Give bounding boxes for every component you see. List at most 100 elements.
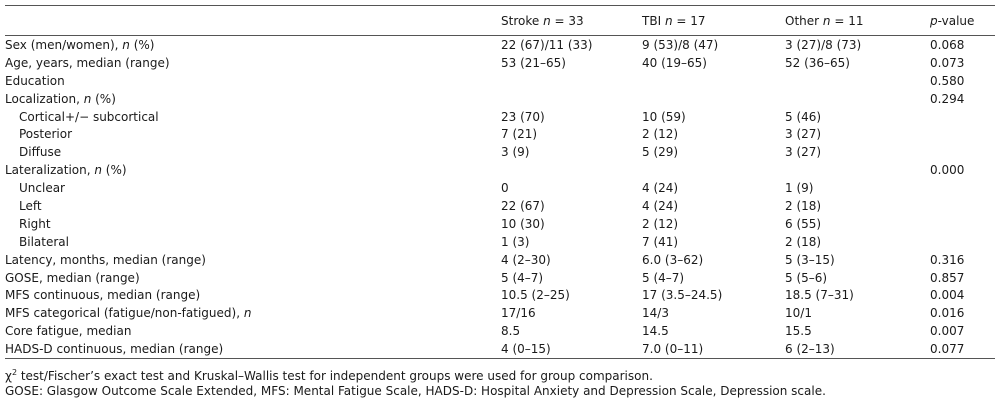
row-label-italic: n	[122, 37, 130, 52]
cell-p-value: 0.857	[930, 270, 965, 285]
header-p-rest: -value	[937, 13, 975, 28]
cell-tbi: 14.5	[642, 324, 669, 339]
table-row: GOSE, median (range) 5 (4–7) 5 (4–7) 5 (5–6…	[5, 269, 995, 287]
cell-p-value	[930, 143, 995, 161]
header-tbi-n: n	[664, 13, 673, 28]
cell-stroke	[501, 72, 642, 90]
row-label: Lateralization, n (%)	[5, 161, 501, 179]
header-other-n: n	[822, 13, 831, 28]
table-row: Right 10 (30) 2 (12) 6 (55)	[5, 215, 995, 233]
cell-p-value: 0.077	[930, 342, 965, 357]
header-other-value: = 11	[830, 13, 864, 28]
table-row: Sex (men/women), n (%) 22 (67)/11 (33) 9 (…	[5, 36, 995, 54]
row-label-text: Cortical+/− subcortical	[19, 109, 159, 124]
cell-tbi: 17 (3.5–24.5)	[642, 288, 723, 303]
cell-other: 2 (18)	[785, 234, 822, 249]
characteristics-table: Stroke n = 33 TBI n = 17 Other n = 11 p-…	[5, 5, 995, 359]
cell-stroke: 4 (2–30)	[501, 252, 551, 267]
header-cell-label	[5, 6, 501, 36]
cell-tbi: 4 (24)	[642, 181, 679, 196]
cell-p-value: 0.000	[930, 163, 965, 178]
row-label-text: Localization,	[5, 91, 84, 106]
row-label: Cortical+/− subcortical	[5, 108, 501, 126]
cell-p-value: 0.316	[930, 252, 965, 267]
cell-tbi: 6.0 (3–62)	[642, 252, 704, 267]
row-label: Unclear	[5, 179, 501, 197]
cell-p-value	[930, 179, 995, 197]
row-label-text: Diffuse	[19, 145, 62, 160]
cell-stroke	[501, 161, 642, 179]
cell-tbi	[642, 161, 785, 179]
chi-symbol: χ	[5, 369, 12, 383]
header-cell-stroke: Stroke n = 33	[501, 6, 642, 36]
table-row: Posterior 7 (21) 2 (12) 3 (27)	[5, 125, 995, 143]
table-container: Stroke n = 33 TBI n = 17 Other n = 11 p-…	[5, 5, 995, 359]
table-body: Sex (men/women), n (%) 22 (67)/11 (33) 9 (…	[5, 36, 995, 359]
cell-p-value: 0.016	[930, 306, 965, 321]
cell-p-value	[930, 215, 995, 233]
footnote-statistics: χ2 test/Fischer’s exact test and Kruskal…	[5, 369, 995, 384]
header-tbi-value: = 17	[672, 13, 706, 28]
cell-p-value	[930, 197, 995, 215]
cell-stroke: 22 (67)	[501, 198, 545, 213]
header-stroke-label: Stroke	[501, 13, 540, 28]
row-label-text: Lateralization,	[5, 163, 95, 178]
footnote-statistics-text: test/Fischer’s exact test and Kruskal–Wa…	[17, 369, 653, 383]
row-label: Sex (men/women), n (%)	[5, 36, 501, 54]
row-label-tail: (%)	[101, 163, 127, 178]
cell-stroke: 1 (3)	[501, 234, 530, 249]
cell-other: 3 (27)	[785, 127, 822, 142]
header-p-italic: p	[930, 13, 938, 28]
cell-stroke: 7 (21)	[501, 127, 538, 142]
cell-tbi: 9 (53)/8 (47)	[642, 37, 719, 52]
cell-tbi: 4 (24)	[642, 198, 679, 213]
cell-stroke: 23 (70)	[501, 109, 545, 124]
cell-other: 3 (27)	[785, 145, 822, 160]
header-cell-p-value: p-value	[930, 6, 995, 36]
row-label: HADS-D continuous, median (range)	[5, 340, 501, 358]
table-row: Core fatigue, median 8.5 14.5 15.5 0.007	[5, 322, 995, 340]
cell-p-value: 0.073	[930, 55, 965, 70]
cell-other: 5 (5–6)	[785, 270, 828, 285]
cell-other: 15.5	[785, 324, 812, 339]
cell-other	[785, 161, 930, 179]
cell-other: 18.5 (7–31)	[785, 288, 854, 303]
cell-stroke: 0	[501, 181, 509, 196]
cell-tbi: 2 (12)	[642, 127, 679, 142]
header-stroke-value: = 33	[550, 13, 584, 28]
table-row: Lateralization, n (%) 0.000	[5, 161, 995, 179]
cell-stroke: 22 (67)/11 (33)	[501, 37, 593, 52]
cell-other: 52 (36–65)	[785, 55, 850, 70]
row-label: Education	[5, 72, 501, 90]
cell-tbi: 14/3	[642, 306, 669, 321]
cell-tbi: 5 (29)	[642, 145, 679, 160]
table-footnotes: χ2 test/Fischer’s exact test and Kruskal…	[5, 369, 995, 399]
row-label-text: Education	[5, 73, 65, 88]
row-label-text: Left	[19, 198, 42, 213]
row-label-text: Latency, months, median (range)	[5, 252, 206, 267]
cell-other: 3 (27)/8 (73)	[785, 37, 862, 52]
row-label-italic: n	[94, 163, 102, 178]
cell-stroke: 53 (21–65)	[501, 55, 566, 70]
row-label: MFS continuous, median (range)	[5, 286, 501, 304]
cell-stroke: 17/16	[501, 306, 536, 321]
cell-other: 6 (55)	[785, 216, 822, 231]
cell-tbi: 7 (41)	[642, 234, 679, 249]
cell-p-value: 0.294	[930, 91, 965, 106]
row-label-tail: (%)	[91, 91, 116, 106]
row-label-text: Posterior	[19, 127, 73, 142]
row-label-tail: (%)	[129, 37, 155, 52]
row-label: Latency, months, median (range)	[5, 251, 501, 269]
footnote-abbreviations: GOSE: Glasgow Outcome Scale Extended, MF…	[5, 384, 826, 398]
row-label: Core fatigue, median	[5, 322, 501, 340]
row-label-text: HADS-D continuous, median (range)	[5, 342, 224, 357]
row-label-italic: n	[243, 306, 252, 321]
cell-tbi: 5 (4–7)	[642, 270, 685, 285]
table-row: HADS-D continuous, median (range) 4 (0–15…	[5, 340, 995, 359]
header-other-label: Other	[785, 13, 820, 28]
row-label-text: Sex (men/women),	[5, 37, 123, 52]
cell-other: 6 (2–13)	[785, 342, 835, 357]
row-label-text: Core fatigue, median	[5, 324, 132, 339]
header-cell-other: Other n = 11	[785, 6, 930, 36]
row-label-text: MFS continuous, median (range)	[5, 288, 201, 303]
